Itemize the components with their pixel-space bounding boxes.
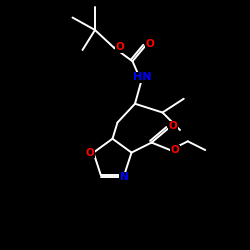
Text: O: O [85, 148, 94, 158]
Text: O: O [146, 39, 154, 49]
Text: HN: HN [133, 72, 152, 83]
Text: N: N [120, 172, 129, 182]
Text: O: O [171, 145, 180, 155]
Text: O: O [168, 121, 177, 131]
Text: O: O [116, 42, 124, 52]
